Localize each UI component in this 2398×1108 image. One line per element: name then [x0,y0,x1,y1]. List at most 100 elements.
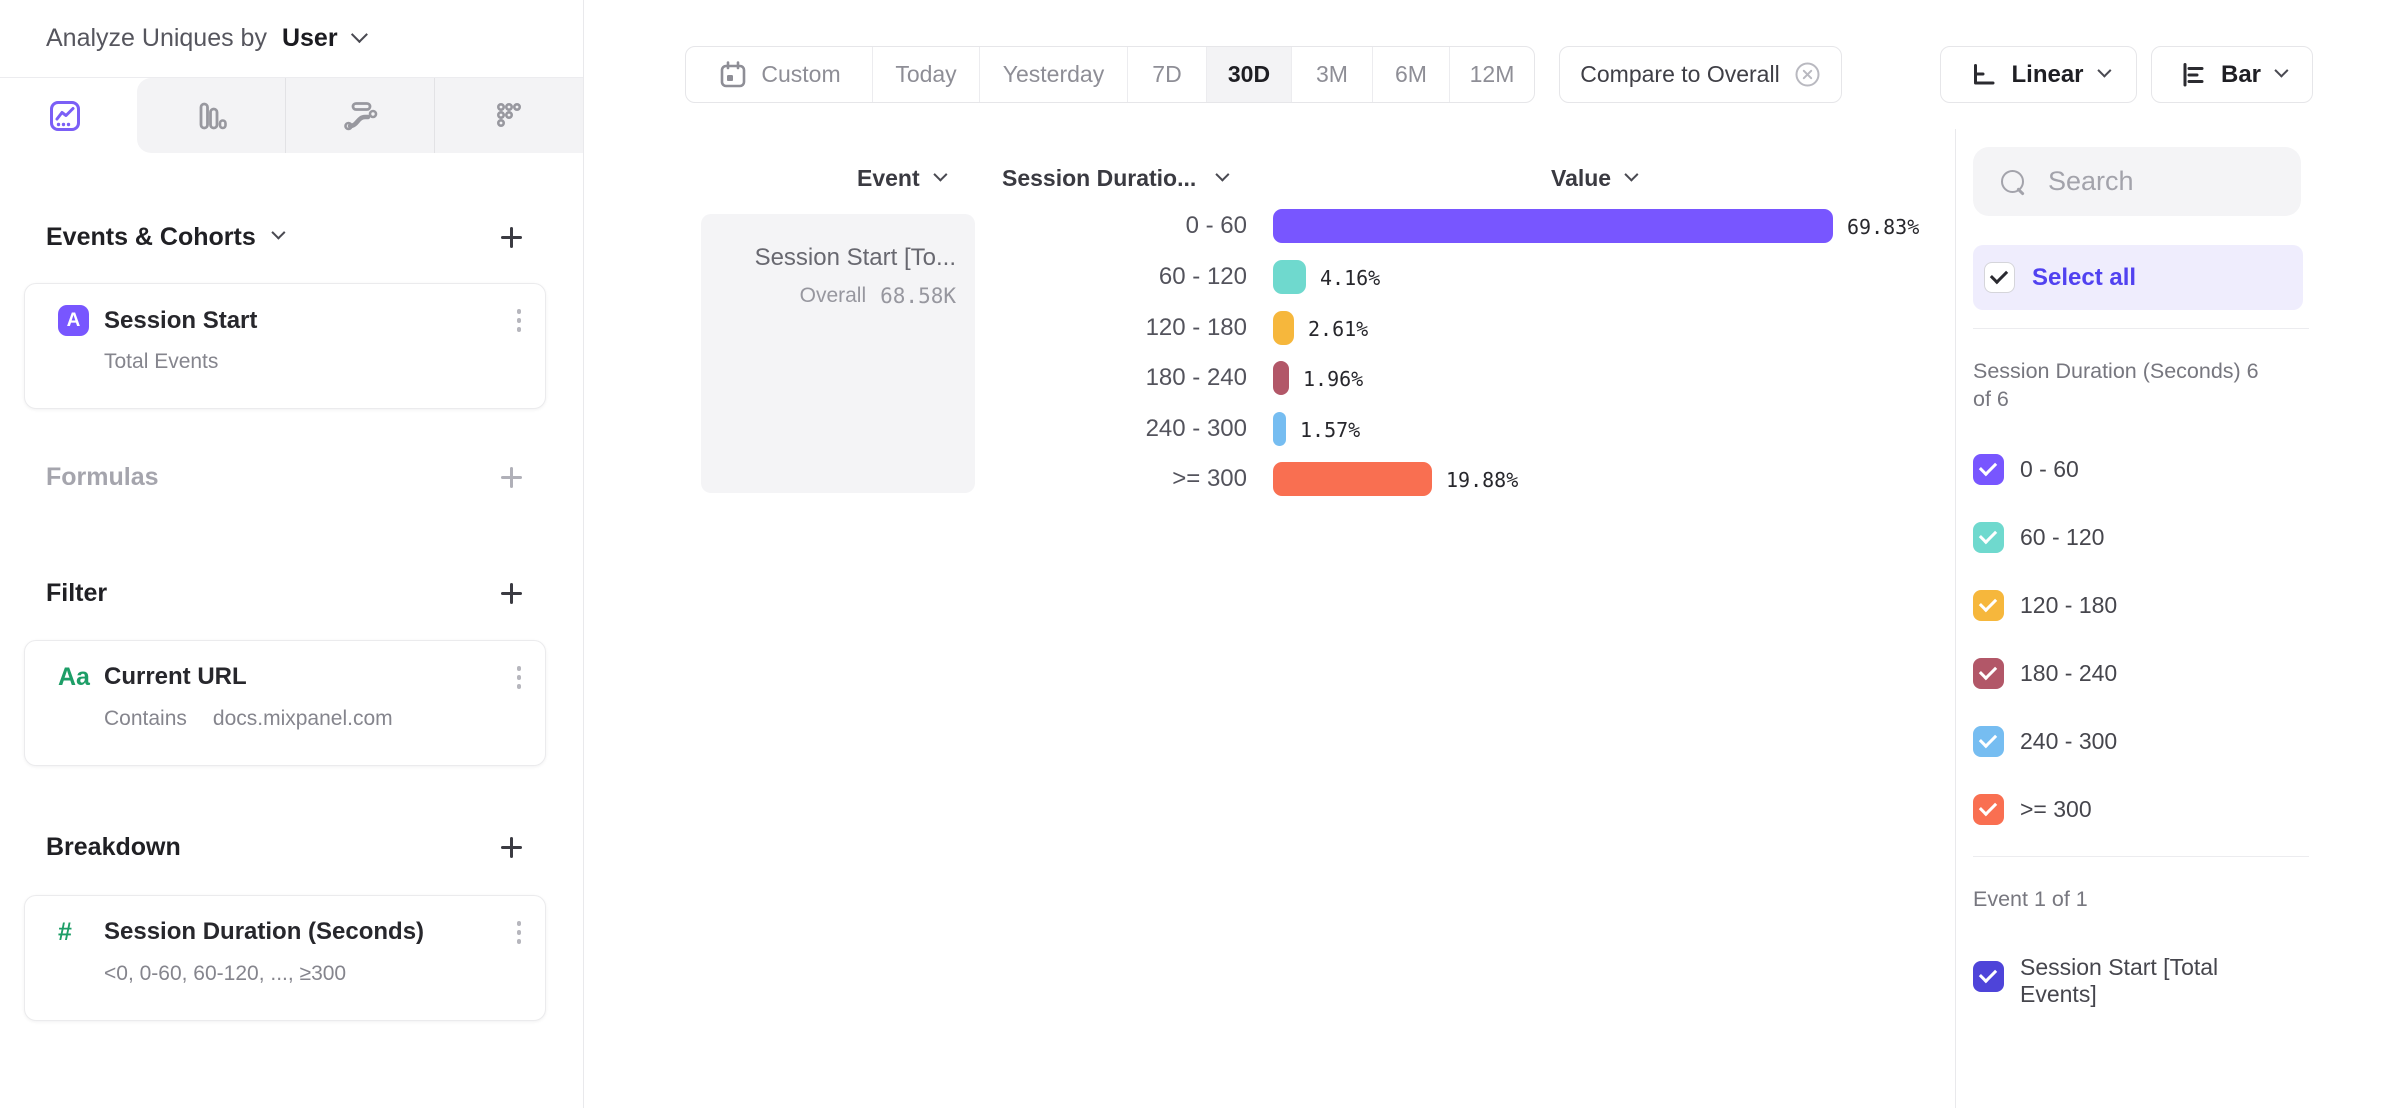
date-range-3m[interactable]: 3M [1292,47,1373,102]
search-input[interactable] [2046,165,2280,198]
bar-segment[interactable] [1273,311,1294,345]
breakdown-buckets[interactable]: <0, 0-60, 60-120, ..., ≥300 [104,961,347,985]
date-range-label: 6M [1395,61,1427,87]
calendar-icon [721,60,746,87]
event-row-cell[interactable]: Session Start [To... Overall 68.58K [701,214,975,493]
compare-to-overall-chip[interactable]: Compare to Overall [1559,46,1842,103]
date-range-30d[interactable]: 30D [1207,47,1292,102]
column-header-event[interactable]: Event [857,165,948,192]
kebab-menu-icon[interactable] [513,662,526,693]
bar-category-label: 240 - 300 [1145,415,1247,442]
tab-insights[interactable] [28,78,137,153]
bar-category-label: >= 300 [1172,465,1247,492]
chevron-down-icon[interactable] [271,225,286,240]
analyze-value-dropdown[interactable]: User [281,24,338,52]
add-event-button[interactable] [499,225,524,250]
date-range-custom[interactable]: Custom [686,47,873,102]
report-tabs [28,78,583,153]
event-card-subtitle[interactable]: Total Events [104,350,219,373]
date-range-label: 12M [1469,61,1515,87]
select-all-label: Select all [2032,263,2137,291]
add-breakdown-button[interactable] [499,835,524,860]
legend-sidebar: Select all Session Duration (Seconds) 6 … [1955,129,2398,1108]
date-range-label: Yesterday [1002,61,1105,87]
legend-item-checkbox[interactable] [1973,454,2004,485]
bar-category-label: 120 - 180 [1145,314,1247,341]
events-section-title: Events & Cohorts [46,222,256,251]
legend-item[interactable]: 120 - 180 [1973,590,2398,621]
filter-card[interactable]: Aa Current URL Contains docs.mixpanel.co… [24,640,546,766]
chevron-down-icon [1215,167,1230,182]
event-card-title[interactable]: Session Start [104,306,258,334]
bar-segment[interactable] [1273,412,1286,446]
column-header-value[interactable]: Value [1551,165,1639,192]
breakdown-section-header: Breakdown [46,832,524,862]
bar-segment[interactable] [1273,361,1289,395]
legend-item[interactable]: 60 - 120 [1973,522,2398,553]
legend-item[interactable]: 240 - 300 [1973,726,2398,757]
breakdown-card-title[interactable]: Session Duration (Seconds) [104,918,425,946]
chevron-down-icon [2274,63,2289,78]
date-range-yesterday[interactable]: Yesterday [980,47,1128,102]
formulas-section-title: Formulas [46,462,159,491]
linear-scale-icon [1974,63,1995,84]
legend-item-label: Session Start [Total Events] [2020,954,2219,1007]
select-all-row[interactable]: Select all [1973,245,2303,310]
chevron-down-icon [932,167,948,182]
event-row-title: Session Start [To... [754,244,956,271]
event-card[interactable]: A Session Start Total Events [24,283,546,409]
tab-funnels[interactable] [137,78,285,153]
kebab-menu-icon[interactable] [513,305,526,336]
date-range-7d[interactable]: 7D [1128,47,1207,102]
chart-type-dropdown[interactable]: Bar [2151,46,2313,103]
legend-item-checkbox[interactable] [1973,590,2004,621]
filter-card-title[interactable]: Current URL [104,663,247,691]
filter-section-header: Filter [46,578,524,608]
scale-label: Linear [2011,60,2084,88]
date-range-12m[interactable]: 12M [1450,47,1534,102]
legend-item[interactable]: 180 - 240 [1973,658,2398,689]
bar-segment[interactable] [1273,462,1432,496]
legend-item-checkbox[interactable] [1973,794,2004,825]
legend-item-checkbox[interactable] [1973,658,2004,689]
add-formula-button[interactable] [499,465,524,490]
breakdown-card[interactable]: # Session Duration (Seconds) <0, 0-60, 6… [24,895,546,1021]
legend-search[interactable] [1973,147,2301,216]
breakdown-section-title: Breakdown [46,832,181,861]
date-range-picker: Custom Today Yesterday 7D 30D 3M 6M 12M [685,46,1535,103]
legend-group-header: Session Duration (Seconds) 6 of 6 [1973,359,2259,411]
tab-divider [285,78,286,153]
overall-value: 68.58K [880,284,956,308]
legend-item-label: 60 - 120 [2020,524,2105,550]
date-range-today[interactable]: Today [873,47,980,102]
legend-item[interactable]: >= 300 [1973,794,2398,825]
legend-item-checkbox[interactable] [1973,726,2004,757]
bar-value-label: 69.83% [1847,215,1920,239]
filter-value[interactable]: docs.mixpanel.com [212,706,393,730]
legend-item-checkbox[interactable] [1973,522,2004,553]
filter-operator[interactable]: Contains [104,706,187,730]
kebab-menu-icon[interactable] [513,917,526,948]
date-range-label: 30D [1227,61,1271,87]
column-header-breakdown[interactable]: Session Duratio... [1002,165,1230,192]
funnels-icon [199,102,227,129]
tab-retention[interactable] [434,78,583,153]
date-range-6m[interactable]: 6M [1373,47,1450,102]
legend-group-header: Event 1 of 1 [1973,887,2088,911]
date-range-label: 3M [1316,61,1348,87]
bar-segment[interactable] [1273,260,1306,294]
bar-segment[interactable] [1273,209,1833,243]
analyze-label: Analyze Uniques by [46,24,267,52]
remove-circle-icon[interactable] [1794,61,1821,88]
scale-dropdown[interactable]: Linear [1940,46,2137,103]
select-all-checkbox[interactable] [1984,262,2015,293]
legend-item[interactable]: 0 - 60 [1973,454,2398,485]
legend-item-checkbox[interactable] [1973,961,2004,992]
bar-chart-icon [2183,62,2204,86]
bar-category-label: 180 - 240 [1145,364,1247,391]
add-filter-button[interactable] [499,581,524,606]
event-letter-badge: A [58,305,89,336]
legend-item[interactable]: Session Start [Total Events] [1973,954,2398,1008]
tab-flows[interactable] [285,78,434,153]
